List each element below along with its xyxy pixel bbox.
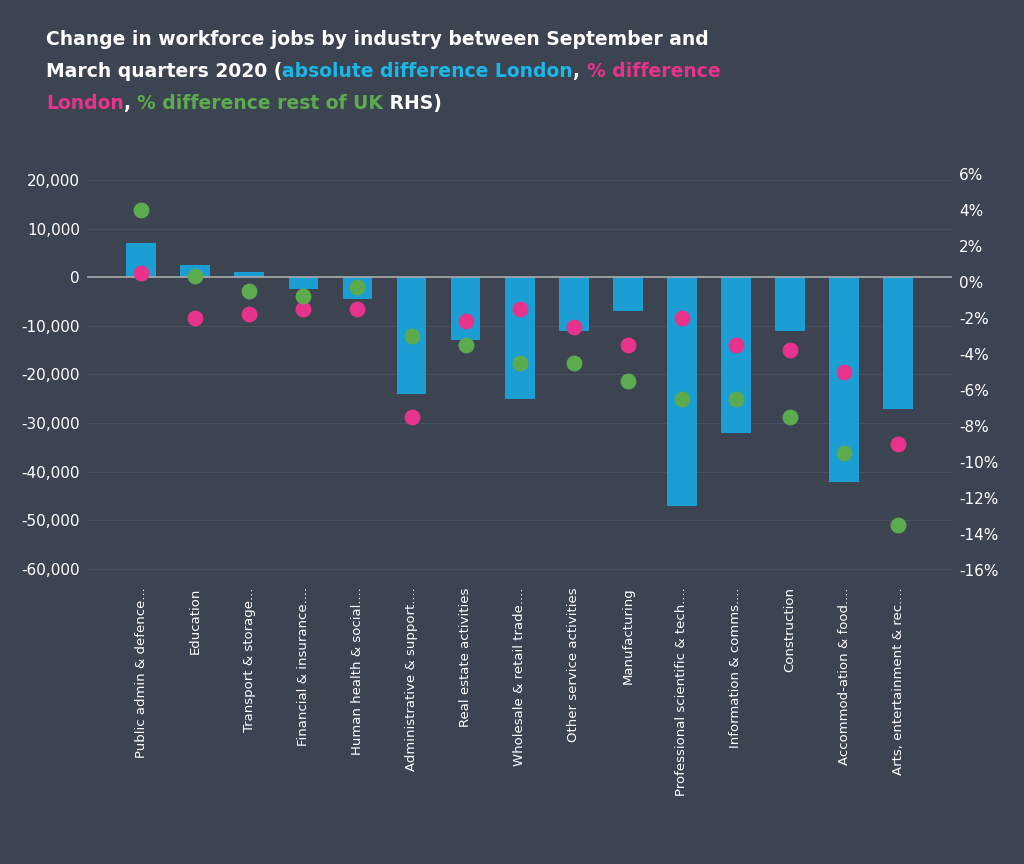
- Text: absolute difference London: absolute difference London: [283, 62, 573, 81]
- Point: [620, 338, 636, 352]
- Point: [295, 302, 311, 315]
- Bar: [451, 277, 480, 340]
- Point: [187, 270, 204, 283]
- Text: March quarters 2020 (: March quarters 2020 (: [46, 62, 283, 81]
- Point: [565, 356, 582, 370]
- Text: RHS): RHS): [383, 94, 442, 113]
- Text: Change in workforce jobs by industry between September and: Change in workforce jobs by industry bet…: [46, 30, 709, 49]
- Bar: [343, 277, 373, 299]
- Point: [728, 391, 744, 405]
- Point: [890, 518, 906, 531]
- Bar: [775, 277, 805, 331]
- Point: [836, 446, 852, 460]
- Point: [511, 356, 528, 370]
- Point: [781, 410, 798, 423]
- Bar: [829, 277, 859, 481]
- Point: [295, 289, 311, 303]
- Point: [403, 410, 420, 423]
- Point: [565, 320, 582, 334]
- Point: [187, 311, 204, 325]
- Text: ,: ,: [573, 62, 587, 81]
- Text: % difference rest of UK: % difference rest of UK: [137, 94, 383, 113]
- Point: [620, 374, 636, 388]
- Point: [728, 338, 744, 352]
- Bar: [667, 277, 696, 506]
- Point: [890, 437, 906, 451]
- Point: [458, 338, 474, 352]
- Text: ,: ,: [124, 94, 137, 113]
- Text: London: London: [46, 94, 124, 113]
- Point: [133, 266, 150, 280]
- Point: [349, 280, 366, 294]
- Point: [133, 203, 150, 217]
- Point: [242, 283, 258, 297]
- Point: [511, 302, 528, 315]
- Point: [242, 307, 258, 321]
- Point: [403, 329, 420, 343]
- Point: [781, 343, 798, 357]
- Bar: [505, 277, 535, 399]
- Bar: [613, 277, 643, 311]
- Bar: [721, 277, 751, 433]
- Bar: [559, 277, 589, 331]
- Point: [674, 311, 690, 325]
- Bar: [884, 277, 913, 409]
- Point: [836, 365, 852, 378]
- Bar: [289, 277, 318, 289]
- Point: [349, 302, 366, 315]
- Text: % difference: % difference: [587, 62, 720, 81]
- Bar: [126, 243, 156, 277]
- Bar: [180, 265, 210, 277]
- Bar: [234, 272, 264, 277]
- Bar: [396, 277, 426, 394]
- Point: [674, 391, 690, 405]
- Point: [458, 314, 474, 328]
